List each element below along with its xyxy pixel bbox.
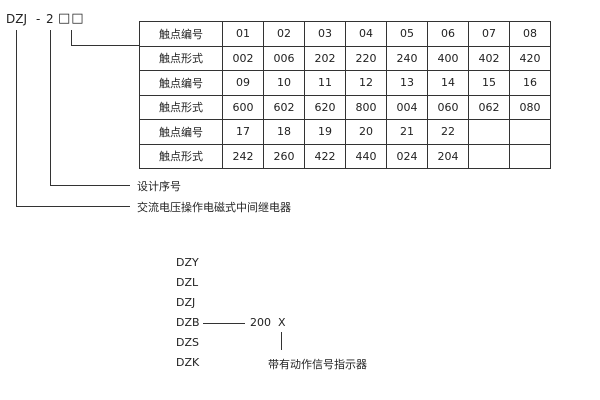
row-header: 触点形式 [139,143,223,169]
table-row: 触点形式 600 602 620 800 004 060 062 080 [139,94,551,120]
contact-table: 触点编号 01 02 03 04 05 06 07 08 触点形式 002 006 202 220 240 4… [139,21,551,169]
series-item: DZY [176,256,199,269]
connector-line [50,30,51,186]
table-cell: 420 [509,45,551,71]
table-cell: 12 [345,70,387,96]
table-cell: 002 [222,45,264,71]
table-cell [509,119,551,145]
relay-type-label: 交流电压操作电磁式中间继电器 [137,201,291,214]
model-dash: - [36,12,41,26]
series-item: DZB [176,316,200,329]
connector-line [71,45,139,46]
table-cell: 400 [427,45,469,71]
table-cell: 15 [468,70,510,96]
table-row: 触点形式 242 260 422 440 024 204 [139,143,551,169]
model-digit: 2 [46,12,54,26]
table-cell: 440 [345,143,387,169]
table-cell: 01 [222,21,264,47]
table-cell: 08 [509,21,551,47]
row-header: 触点形式 [139,45,223,71]
connector-line [281,332,282,350]
table-cell: 060 [427,94,469,120]
row-header: 触点编号 [139,70,223,96]
table-cell: 03 [304,21,346,47]
table-cell [468,119,510,145]
table-cell: 402 [468,45,510,71]
table-cell: 19 [304,119,346,145]
connector-line [16,206,130,207]
connector-line [71,30,72,45]
table-cell: 204 [427,143,469,169]
series-item: DZK [176,356,200,369]
series-item: DZS [176,336,199,349]
table-cell: 800 [345,94,387,120]
table-cell: 02 [263,21,305,47]
table-cell: 240 [386,45,428,71]
connector-line [203,323,245,324]
connector-line [50,185,130,186]
table-cell: 260 [263,143,305,169]
table-cell: 024 [386,143,428,169]
table-cell: 14 [427,70,469,96]
table-cell: 080 [509,94,551,120]
table-cell: 09 [222,70,264,96]
table-cell: 242 [222,143,264,169]
design-no-label: 设计序号 [137,180,181,193]
table-cell: 16 [509,70,551,96]
table-cell: 422 [304,143,346,169]
suffix-note: 带有动作信号指示器 [268,358,367,371]
row-header: 触点编号 [139,21,223,47]
table-cell: 21 [386,119,428,145]
table-cell: 220 [345,45,387,71]
table-cell: 202 [304,45,346,71]
table-cell: 620 [304,94,346,120]
series-suffix: X [278,316,286,329]
table-cell: 004 [386,94,428,120]
table-cell: 602 [263,94,305,120]
table-row: 触点编号 01 02 03 04 05 06 07 08 [139,21,551,47]
table-cell: 11 [304,70,346,96]
series-item: DZJ [176,296,196,309]
table-cell: 17 [222,119,264,145]
row-header: 触点编号 [139,119,223,145]
table-cell: 07 [468,21,510,47]
table-cell: 13 [386,70,428,96]
table-cell: 22 [427,119,469,145]
connector-line [16,30,17,207]
table-cell: 600 [222,94,264,120]
table-cell [468,143,510,169]
series-code: 200 [250,316,271,329]
table-cell: 20 [345,119,387,145]
table-cell: 062 [468,94,510,120]
model-boxes: □□ [58,11,85,26]
table-cell: 006 [263,45,305,71]
table-cell: 04 [345,21,387,47]
model-prefix: DZJ [6,12,27,26]
table-cell [509,143,551,169]
table-cell: 10 [263,70,305,96]
series-item: DZL [176,276,199,289]
table-cell: 18 [263,119,305,145]
table-cell: 05 [386,21,428,47]
row-header: 触点形式 [139,94,223,120]
table-cell: 06 [427,21,469,47]
table-row: 触点编号 09 10 11 12 13 14 15 16 [139,70,551,96]
table-row: 触点编号 17 18 19 20 21 22 [139,119,551,145]
table-row: 触点形式 002 006 202 220 240 400 402 420 [139,45,551,71]
